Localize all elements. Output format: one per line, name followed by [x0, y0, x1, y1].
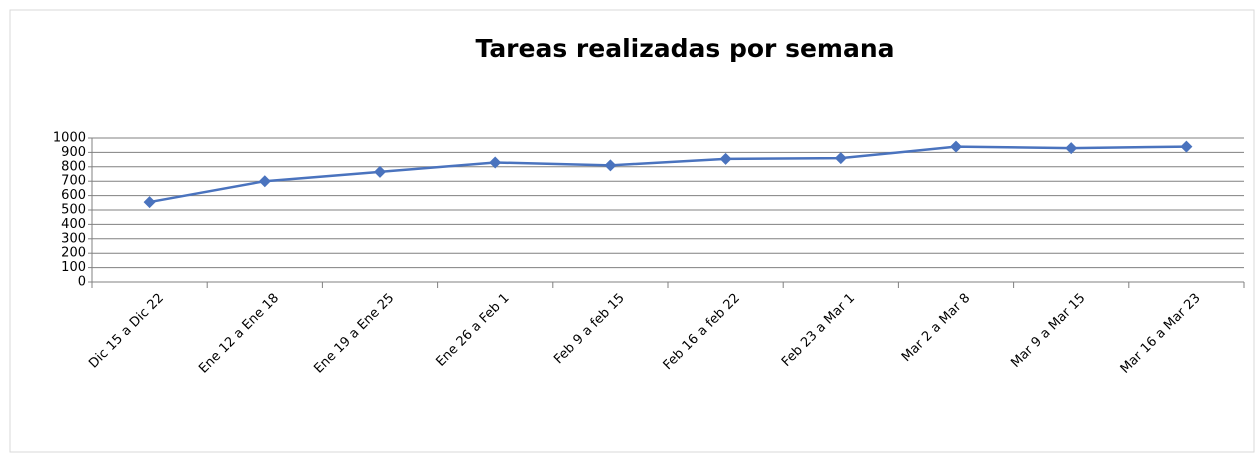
- y-tick-label: 500: [61, 203, 86, 218]
- data-marker: [950, 140, 962, 153]
- data-line: [149, 145, 1187, 204]
- data-marker: [489, 156, 502, 169]
- y-tick-label: 200: [61, 246, 86, 261]
- data-marker: [719, 152, 732, 165]
- data-marker: [1065, 142, 1078, 155]
- y-tick-label: 300: [61, 231, 86, 246]
- y-tick-label: 600: [61, 188, 86, 203]
- data-marker: [143, 196, 156, 209]
- chart-frame: [9, 9, 1255, 453]
- data-marker: [374, 165, 386, 178]
- y-tick-label: 700: [61, 174, 86, 189]
- data-marker: [258, 175, 271, 188]
- y-tick-label: 900: [61, 145, 86, 160]
- chart-title: Tareas realizadas por semana: [475, 34, 894, 63]
- y-tick-label: 1000: [53, 131, 86, 146]
- data-marker: [834, 152, 847, 165]
- data-marker: [604, 159, 617, 172]
- data-marker: [1180, 140, 1193, 153]
- y-tick-label: 800: [61, 159, 86, 174]
- y-tick-label: 0: [78, 275, 86, 290]
- y-tick-label: 400: [61, 217, 86, 232]
- y-tick-label: 100: [61, 260, 86, 275]
